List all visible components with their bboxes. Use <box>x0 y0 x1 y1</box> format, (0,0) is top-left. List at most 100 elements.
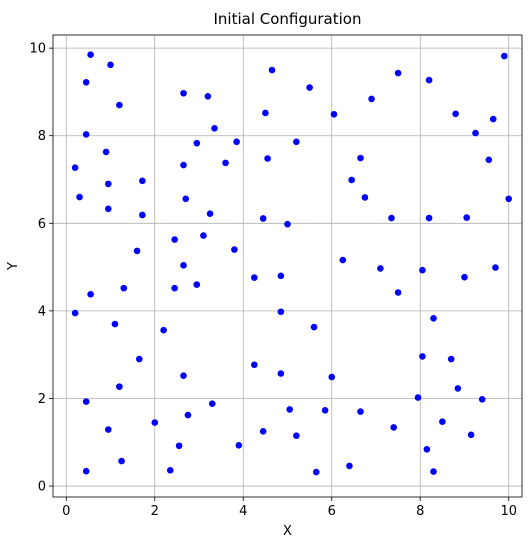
scatter-point <box>82 131 90 138</box>
scatter-point <box>222 159 229 167</box>
scatter-point <box>204 93 212 100</box>
x-tick-label: 6 <box>328 504 336 519</box>
scatter-point <box>87 290 94 298</box>
x-tick-label: 2 <box>151 504 159 519</box>
scatter-point <box>492 264 499 271</box>
scatter-point <box>262 109 269 117</box>
y-tick-label: 8 <box>38 129 46 144</box>
scatter-point <box>171 284 178 292</box>
scatter-point <box>306 84 313 91</box>
scatter-point <box>463 214 470 221</box>
scatter-point <box>390 424 397 431</box>
scatter-point <box>206 210 214 217</box>
scatter-point <box>414 394 422 401</box>
scatter-point <box>180 372 187 379</box>
scatter-point <box>71 164 79 171</box>
scatter-point <box>377 265 384 272</box>
scatter-point <box>419 266 426 274</box>
scatter-point <box>116 101 123 109</box>
scatter-point <box>259 215 267 222</box>
scatter-point <box>264 155 271 162</box>
x-tick-label: 8 <box>416 504 424 519</box>
scatter-point <box>419 353 426 360</box>
scatter-point <box>135 355 143 363</box>
scatter-point <box>105 426 112 433</box>
scatter-point <box>116 383 123 390</box>
scatter-point <box>180 262 187 269</box>
scatter-point <box>235 442 243 449</box>
scatter-point <box>105 180 112 188</box>
y-axis-label: Y <box>6 262 21 271</box>
y-tick-label: 4 <box>38 304 46 319</box>
scatter-point <box>277 272 285 280</box>
scatter-point <box>118 457 125 465</box>
scatter-point <box>388 214 395 222</box>
scatter-point <box>251 274 258 281</box>
scatter-point <box>293 138 300 146</box>
scatter-point <box>180 89 187 97</box>
y-tick-label: 2 <box>38 392 46 407</box>
scatter-point <box>439 418 446 425</box>
scatter-point <box>171 236 178 243</box>
plot-frame <box>52 34 523 498</box>
scatter-point <box>485 156 493 164</box>
scatter-point <box>193 139 201 147</box>
x-tick-label: 4 <box>239 504 247 519</box>
scatter-point <box>284 220 291 228</box>
scatter-point <box>312 468 320 476</box>
scatter-point <box>180 161 187 169</box>
y-tick-label: 6 <box>38 217 46 232</box>
scatter-point <box>286 406 294 413</box>
scatter-point <box>454 385 462 392</box>
scatter-point <box>211 124 218 132</box>
scatter-point <box>321 406 329 414</box>
scatter-point <box>160 326 167 334</box>
scatter-point <box>76 193 83 201</box>
scatter-point <box>425 214 433 222</box>
scatter-point <box>166 466 174 474</box>
scatter-point <box>184 411 192 419</box>
scatter-point <box>139 211 146 219</box>
scatter-point <box>505 195 513 203</box>
scatter-point <box>71 309 79 317</box>
scatter-point <box>133 247 141 255</box>
scatter-point <box>430 315 437 322</box>
scatter-point <box>394 69 402 77</box>
scatter-point <box>82 467 90 475</box>
scatter-point <box>277 370 285 377</box>
y-tick-label: 0 <box>38 480 46 495</box>
data-points <box>71 51 513 476</box>
scatter-point <box>175 442 183 450</box>
scatter-point <box>501 52 508 60</box>
scatter-point <box>423 445 431 453</box>
scatter-point <box>87 51 94 59</box>
x-axis-label: X <box>283 524 292 539</box>
scatter-point <box>102 148 110 156</box>
scatter-point <box>231 246 238 253</box>
scatter-point <box>139 177 146 185</box>
scatter-point <box>233 138 240 146</box>
scatter-point <box>105 205 112 213</box>
scatter-point <box>120 284 128 292</box>
scatter-point <box>182 195 190 203</box>
scatter-point <box>461 273 468 281</box>
scatter-point <box>447 355 455 363</box>
scatter-point <box>425 76 433 84</box>
scatter-point <box>151 419 159 426</box>
scatter-point <box>82 78 90 86</box>
scatter-point <box>368 95 375 103</box>
scatter-point <box>467 431 475 439</box>
scatter-point <box>268 66 276 74</box>
scatter-point <box>328 373 336 381</box>
scatter-point <box>310 323 318 331</box>
scatter-point <box>452 110 459 118</box>
scatter-point <box>251 361 258 369</box>
x-tick-label: 0 <box>62 504 70 519</box>
scatter-point <box>82 398 90 405</box>
scatter-point <box>478 396 486 403</box>
scatter-point <box>111 320 119 328</box>
scatter-point <box>361 194 369 201</box>
